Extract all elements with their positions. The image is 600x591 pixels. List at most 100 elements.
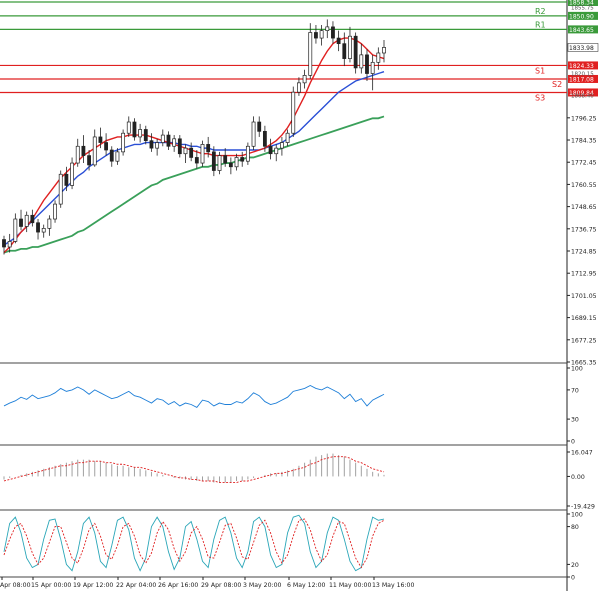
candle xyxy=(160,129,165,147)
candle xyxy=(217,151,222,175)
candle-body xyxy=(2,239,6,248)
pivot-price-tag-text: 1850.90 xyxy=(569,13,594,20)
pivot-price-tag-text: 1858.34 xyxy=(569,0,594,7)
candle xyxy=(206,136,211,158)
time-axis: Apr 08:00 15 Apr 00:00 19 Apr 12:00 22 Apr … xyxy=(0,577,414,589)
time-axis-label: Apr 08:00 xyxy=(0,582,31,589)
candle-body xyxy=(297,82,301,93)
candle xyxy=(228,157,233,175)
candle-body xyxy=(228,162,233,168)
candle xyxy=(331,21,335,44)
candle-body xyxy=(240,157,245,162)
candle-body xyxy=(194,157,199,164)
candle xyxy=(370,54,375,91)
candle xyxy=(92,129,97,167)
candle xyxy=(359,43,364,74)
candle xyxy=(297,77,301,96)
candle xyxy=(172,135,177,152)
candle-body xyxy=(268,145,273,155)
candle-body xyxy=(87,155,91,166)
rsi-panel: 100 70 30 0 xyxy=(0,366,583,446)
candle-body xyxy=(36,222,40,233)
candle-body xyxy=(217,155,222,171)
candle-body xyxy=(132,121,137,138)
macd-axis-label: -19.429 xyxy=(571,504,595,511)
rsi-axis-label: 30 xyxy=(571,417,579,424)
candle-body xyxy=(382,47,386,54)
price-axis-label: 1760.55 xyxy=(571,182,597,189)
candle-body xyxy=(47,218,52,229)
candle-body xyxy=(24,214,29,227)
price-axis-label-partial: 1820.15 xyxy=(571,72,594,78)
price-axis-label: 1701.05 xyxy=(571,293,597,300)
candle-body xyxy=(75,145,80,164)
rsi-axis-label: 70 xyxy=(571,387,579,394)
candle-body xyxy=(126,121,131,134)
candle-body xyxy=(7,241,12,248)
candle xyxy=(36,219,40,240)
price-axis-label: 1772.45 xyxy=(571,160,597,167)
candle-body xyxy=(81,145,86,156)
candle-body xyxy=(92,136,97,166)
pivot-price-tag xyxy=(568,61,598,70)
candle-body xyxy=(257,121,262,132)
price-axis-label-partial: 1808.40 xyxy=(571,94,594,100)
candle-body xyxy=(53,203,57,220)
candle xyxy=(149,133,154,152)
candle xyxy=(104,133,108,156)
candle xyxy=(336,30,341,52)
candle xyxy=(183,144,188,164)
pivot-price-tag-text: 1809.84 xyxy=(569,90,594,97)
candle xyxy=(262,125,267,152)
candle-body xyxy=(206,144,211,153)
pivot-price-tag xyxy=(568,11,598,20)
candle xyxy=(64,166,69,192)
candle xyxy=(24,211,29,233)
price-axis-label: 1724.85 xyxy=(571,249,597,256)
candle-body xyxy=(234,157,239,168)
macd-axis-label: 0.00 xyxy=(571,474,585,481)
rsi-axis-label: 0 xyxy=(571,439,575,446)
stochastic-axis-label: 0 xyxy=(571,575,575,582)
candle xyxy=(274,144,279,162)
time-axis-label: 29 Apr 08:00 xyxy=(201,582,241,589)
candle-body xyxy=(172,138,177,147)
pivot-label-s3: S3 xyxy=(535,93,545,102)
macd-axis-label: 16.047 xyxy=(571,450,593,457)
candle xyxy=(30,209,35,227)
candle xyxy=(348,26,352,63)
candle xyxy=(353,32,358,74)
candle-body xyxy=(13,218,18,242)
candle-body xyxy=(149,140,154,149)
candle xyxy=(58,170,63,208)
time-axis-label: 19 Apr 12:00 xyxy=(73,582,113,589)
candle-body xyxy=(342,43,347,59)
candle xyxy=(155,138,160,156)
candle xyxy=(200,140,205,167)
stochastic-d-line xyxy=(3,518,385,569)
candle xyxy=(189,142,194,162)
time-axis-label: 22 Apr 04:00 xyxy=(116,582,156,589)
candle xyxy=(166,131,171,150)
time-axis-label: 26 Apr 16:00 xyxy=(158,582,198,589)
candle-body xyxy=(166,134,171,147)
stochastic-axis-label: 20 xyxy=(571,562,579,569)
time-axis-label: 15 Apr 00:00 xyxy=(31,582,71,589)
candle xyxy=(342,32,347,67)
candle-body xyxy=(336,37,341,45)
candle xyxy=(13,213,18,244)
candle-body xyxy=(274,147,279,155)
candle-body xyxy=(189,147,194,158)
stochastic-axis-label: 80 xyxy=(571,524,579,531)
time-axis-label: 3 May 20:00 xyxy=(243,582,282,589)
pivot-price-tag-text: 1824.33 xyxy=(569,63,594,70)
candle xyxy=(109,146,114,167)
candle-body xyxy=(353,35,358,69)
ma-fast-line xyxy=(3,37,385,254)
candle-body xyxy=(291,91,296,134)
candle-body xyxy=(155,142,160,149)
candle xyxy=(138,123,143,143)
